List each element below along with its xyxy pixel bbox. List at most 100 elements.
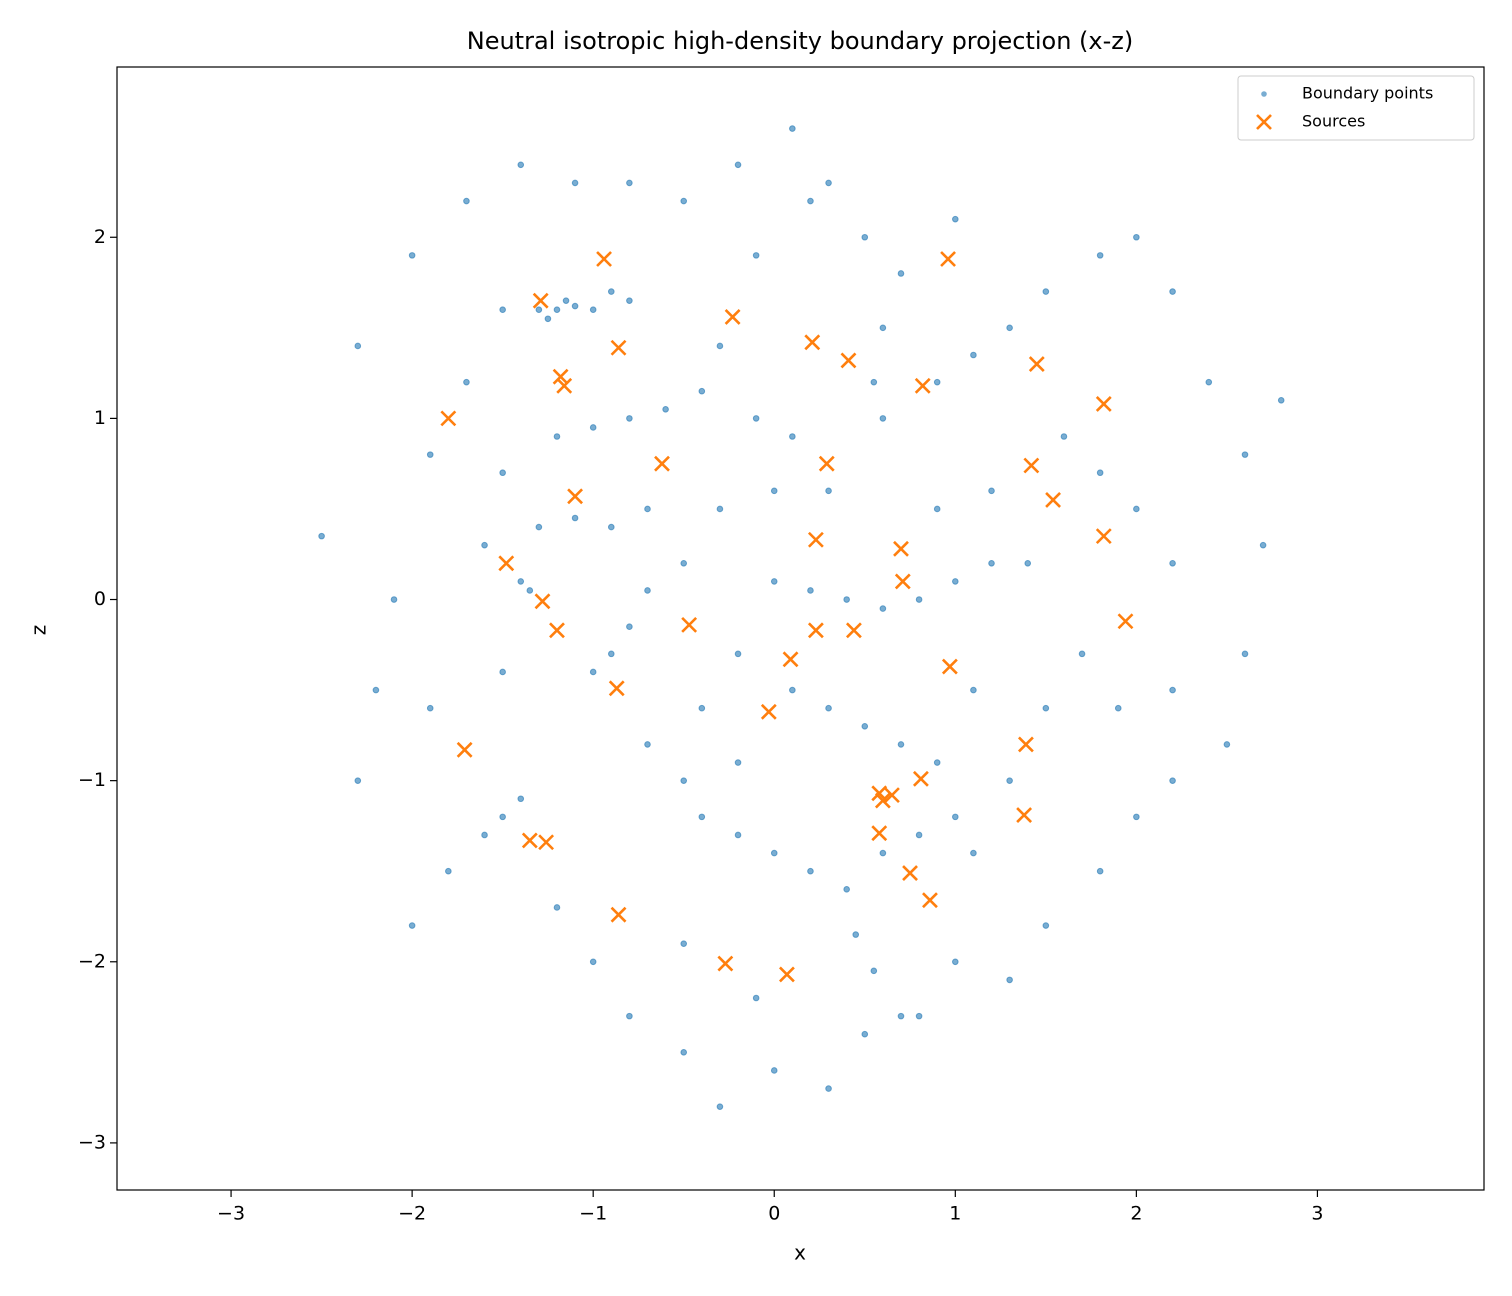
boundary-point bbox=[1133, 813, 1140, 821]
boundary-point bbox=[879, 849, 887, 857]
x-axis-label: x bbox=[794, 1241, 806, 1265]
boundary-point bbox=[870, 967, 878, 975]
source-marker bbox=[818, 455, 835, 472]
source-marker bbox=[1095, 395, 1112, 412]
legend-box bbox=[1237, 75, 1475, 141]
boundary-point bbox=[553, 433, 561, 440]
source-marker bbox=[521, 832, 538, 849]
boundary-point bbox=[933, 759, 941, 766]
source-marker bbox=[717, 955, 734, 972]
source-marker bbox=[549, 622, 565, 639]
boundary-point bbox=[1133, 505, 1140, 513]
y-axis-label: z bbox=[27, 625, 51, 636]
boundary-point bbox=[861, 723, 869, 730]
boundary-point bbox=[481, 541, 488, 549]
boundary-point bbox=[372, 686, 380, 694]
boundary-point bbox=[807, 867, 814, 875]
boundary-point bbox=[607, 288, 615, 295]
source-marker bbox=[440, 410, 457, 427]
boundary-point bbox=[1096, 867, 1104, 875]
boundary-point bbox=[970, 849, 977, 857]
source-marker bbox=[902, 865, 918, 881]
boundary-point bbox=[1241, 650, 1249, 658]
boundary-point bbox=[426, 451, 434, 458]
boundary-point bbox=[716, 1103, 724, 1110]
x-tick-label: −1 bbox=[579, 1203, 607, 1225]
boundary-point bbox=[807, 197, 814, 205]
boundary-point bbox=[517, 795, 525, 803]
boundary-point bbox=[626, 297, 633, 304]
source-marker bbox=[1117, 613, 1134, 630]
source-marker bbox=[760, 703, 777, 720]
chart-title: Neutral isotropic high-density boundary … bbox=[467, 27, 1134, 55]
boundary-point bbox=[970, 686, 977, 694]
legend-marker bbox=[1261, 91, 1267, 97]
boundary-point bbox=[626, 179, 633, 187]
boundary-point bbox=[952, 958, 959, 966]
boundary-point bbox=[861, 1030, 869, 1038]
boundary-point bbox=[680, 559, 688, 567]
source-marker bbox=[724, 309, 741, 325]
source-marker bbox=[596, 251, 612, 267]
boundary-point bbox=[535, 523, 543, 531]
boundary-point bbox=[734, 161, 742, 169]
boundary-point bbox=[1133, 233, 1140, 241]
source-marker bbox=[940, 251, 956, 267]
boundary-point bbox=[1277, 396, 1285, 404]
boundary-point bbox=[789, 125, 796, 132]
boundary-point bbox=[825, 179, 832, 187]
boundary-point bbox=[589, 424, 597, 431]
boundary-point bbox=[879, 415, 887, 422]
boundary-point bbox=[499, 306, 506, 314]
boundary-point bbox=[897, 1012, 905, 1020]
boundary-point bbox=[481, 831, 488, 839]
boundary-point bbox=[1006, 324, 1013, 332]
boundary-point bbox=[734, 759, 742, 766]
source-marker bbox=[874, 792, 891, 809]
boundary-point bbox=[770, 1067, 778, 1074]
y-tick-label: −2 bbox=[78, 950, 106, 972]
source-marker bbox=[807, 531, 824, 548]
boundary-point bbox=[861, 233, 869, 241]
boundary-point bbox=[752, 415, 760, 422]
boundary-point bbox=[970, 351, 977, 359]
boundary-point bbox=[544, 315, 552, 323]
boundary-point bbox=[879, 324, 887, 332]
boundary-point bbox=[698, 704, 706, 712]
boundary-point bbox=[789, 433, 796, 440]
source-marker bbox=[556, 377, 573, 394]
y-tick-label: 1 bbox=[94, 407, 106, 429]
boundary-point bbox=[517, 161, 525, 169]
source-marker bbox=[804, 334, 821, 351]
boundary-point bbox=[535, 306, 543, 314]
plot-frame bbox=[116, 66, 1485, 1191]
boundary-point bbox=[1114, 704, 1122, 712]
boundary-point bbox=[408, 252, 416, 259]
boundary-point bbox=[852, 931, 860, 938]
boundary-point bbox=[716, 342, 724, 350]
boundary-point bbox=[626, 1012, 633, 1020]
boundary-point bbox=[933, 505, 941, 513]
source-marker bbox=[782, 651, 799, 668]
source-marker bbox=[654, 455, 670, 472]
boundary-point bbox=[390, 596, 398, 603]
source-marker bbox=[534, 593, 551, 610]
boundary-point bbox=[1042, 288, 1050, 295]
source-marker bbox=[845, 622, 862, 639]
boundary-point bbox=[734, 831, 742, 839]
boundary-point bbox=[499, 469, 506, 477]
boundary-point bbox=[1169, 777, 1176, 784]
boundary-point bbox=[1205, 378, 1213, 386]
boundary-point bbox=[1042, 922, 1050, 929]
boundary-point bbox=[553, 904, 561, 911]
boundary-point bbox=[1241, 451, 1249, 458]
source-marker bbox=[610, 906, 627, 923]
boundary-point bbox=[825, 1085, 832, 1092]
y-tick-label: −1 bbox=[78, 769, 106, 791]
boundary-point bbox=[354, 342, 362, 350]
boundary-point bbox=[825, 487, 832, 495]
y-tick-label: 2 bbox=[94, 226, 106, 248]
series-circle bbox=[318, 125, 1285, 1110]
boundary-point bbox=[571, 179, 579, 187]
